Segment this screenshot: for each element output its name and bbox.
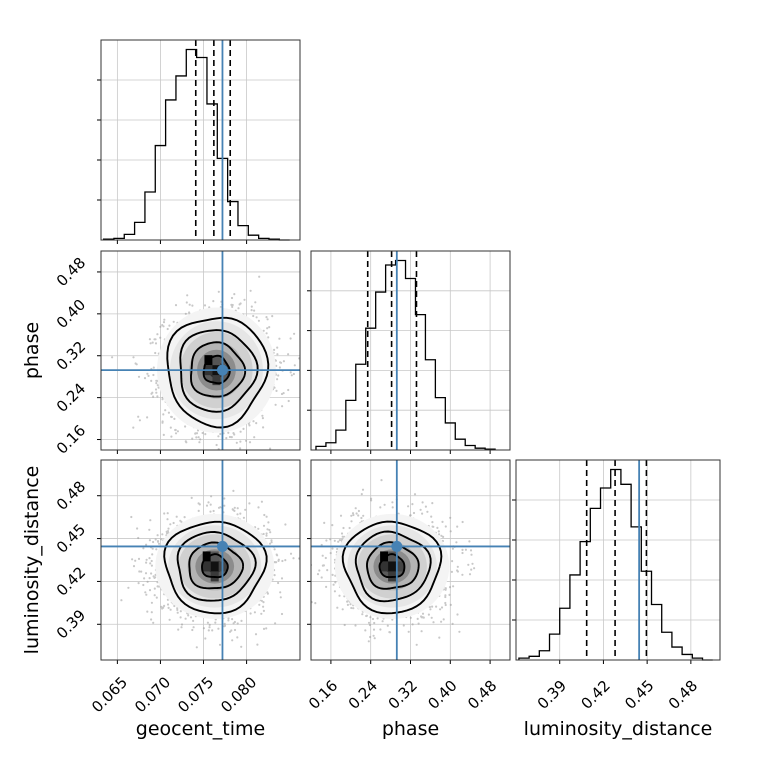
panel-phase-vs-luminosity_distance-contour: [366, 541, 420, 590]
panel-phase-vs-luminosity_distance-core-bin: [396, 561, 405, 572]
panel-geocent_time-vs-phase-core-bin: [212, 375, 221, 386]
hist-luminosity_distance-steps: [518, 468, 713, 661]
panel-geocent_time-vs-phase-frame: [100, 250, 301, 451]
panel-phase-vs-luminosity_distance-contour: [341, 520, 443, 615]
panel-geocent_time-vs-luminosity_distance-core-bin: [202, 561, 211, 572]
ylabel-luminosity_distance: luminosity_distance: [21, 466, 43, 655]
panel-phase-vs-luminosity_distance-core-bin: [380, 551, 389, 562]
hist-geocent_time-steps: [102, 48, 290, 241]
panel-geocent_time-vs-phase-injection-marker: [216, 364, 228, 376]
xlabel-geocent_time: geocent_time: [136, 718, 265, 740]
panel-phase-vs-luminosity_distance-frame: [310, 459, 511, 661]
ylabel-phase: phase: [21, 322, 43, 379]
panel-phase-vs-luminosity_distance-core-bin: [388, 561, 397, 572]
xlabel-luminosity_distance: luminosity_distance: [524, 718, 713, 740]
panel-geocent_time-vs-luminosity_distance-contour: [201, 553, 229, 579]
hist-phase-frame: [310, 250, 511, 451]
hist-geocent_time-frame: [100, 39, 301, 241]
xlabel-phase: phase: [382, 718, 439, 740]
hist-luminosity_distance-frame: [515, 459, 721, 661]
panel-phase-vs-luminosity_distance-contour: [354, 530, 432, 603]
panel-geocent_time-vs-luminosity_distance-core-bin: [202, 551, 211, 562]
panel-geocent_time-vs-luminosity_distance-contour: [176, 531, 257, 602]
panel-geocent_time-vs-phase-core-bin: [212, 355, 221, 366]
panel-geocent_time-vs-luminosity_distance-core-bin: [210, 551, 219, 562]
hist-phase-steps: [315, 259, 496, 450]
panel-phase-vs-luminosity_distance-core-bin: [380, 561, 389, 572]
panel-phase-vs-luminosity_distance-contour: [378, 553, 406, 579]
panel-geocent_time-vs-luminosity_distance-core-bin: [210, 561, 219, 572]
panel-geocent_time-vs-luminosity_distance-injection-marker: [216, 540, 228, 552]
panel-geocent_time-vs-luminosity_distance-contour: [163, 520, 268, 615]
panel-phase-vs-luminosity_distance-core-bin: [388, 551, 397, 562]
panel-geocent_time-vs-luminosity_distance-frame: [100, 459, 301, 661]
panel-phase-vs-luminosity_distance-injection-marker: [391, 540, 403, 552]
